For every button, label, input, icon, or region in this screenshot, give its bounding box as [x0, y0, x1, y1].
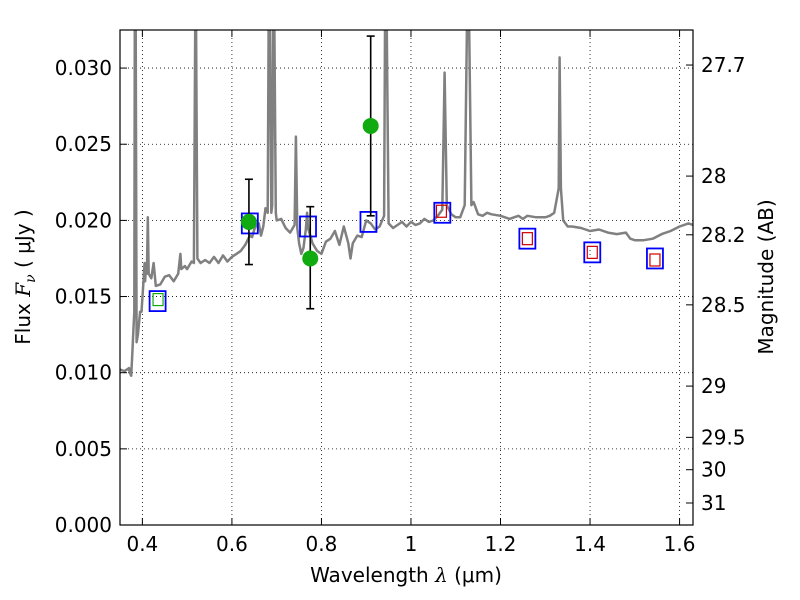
red-square-marker — [649, 253, 661, 267]
y-tick-label: 0.030 — [55, 56, 112, 80]
blue-square-marker — [518, 227, 537, 250]
x-tick-label: 1 — [405, 532, 418, 556]
x-axis-label: Wavelength λ (μm) — [310, 563, 502, 587]
x-tick-label: 1.4 — [574, 532, 606, 556]
plot-frame — [119, 29, 694, 526]
y2-axis-label: Magnitude (AB) — [754, 199, 778, 354]
y-tick-label: 0.020 — [55, 208, 112, 232]
y-tick-label: 0.005 — [55, 437, 112, 461]
y-tick-label: 0.025 — [55, 132, 112, 156]
green-point-marker — [302, 250, 319, 267]
blue-square-marker — [148, 290, 167, 313]
spectrum-layer — [120, 30, 693, 377]
red-square-marker — [435, 204, 448, 218]
green-point-marker — [362, 117, 379, 134]
green-point-marker — [240, 213, 257, 230]
green-square-marker — [152, 292, 164, 307]
y2-tick-label: 28.2 — [701, 223, 746, 247]
y-tick-label: 0.000 — [55, 513, 112, 537]
y2-tick-label: 29 — [701, 374, 726, 398]
y2-tick-label: 28 — [701, 164, 726, 188]
y2-tick-label: 29.5 — [701, 425, 746, 449]
tick-labels: 0.4 0.6 0.8 1 1.2 1.4 1.6 0.000 0.005 0.010 0.015 0… — [55, 53, 746, 556]
y2-tick-label: 31 — [701, 491, 726, 515]
red-square-marker — [521, 232, 533, 246]
blue-square-marker — [359, 211, 378, 233]
grid — [120, 30, 693, 526]
y2-tick-label: 30 — [701, 458, 726, 482]
markers-layer — [148, 35, 664, 313]
y-axis-label: Flux Fν ( μJy ) — [11, 209, 39, 344]
x-tick-label: 1.6 — [664, 532, 696, 556]
spectrum-line — [120, 30, 693, 377]
y2-tick-label: 28.5 — [701, 293, 746, 317]
y-tick-label: 0.015 — [55, 285, 112, 309]
x-tick-label: 0.6 — [216, 532, 248, 556]
x-tick-label: 0.4 — [126, 532, 158, 556]
blue-square-marker — [299, 215, 317, 238]
blue-square-marker — [433, 201, 452, 224]
y2-tick-label: 27.7 — [701, 53, 746, 77]
blue-square-marker — [583, 241, 602, 264]
red-square-marker — [586, 245, 598, 259]
x-tick-label: 1.2 — [485, 532, 517, 556]
blue-square-marker — [646, 247, 664, 270]
x-tick-label: 0.8 — [306, 532, 338, 556]
y-tick-label: 0.010 — [55, 361, 112, 385]
ticks — [120, 30, 693, 526]
